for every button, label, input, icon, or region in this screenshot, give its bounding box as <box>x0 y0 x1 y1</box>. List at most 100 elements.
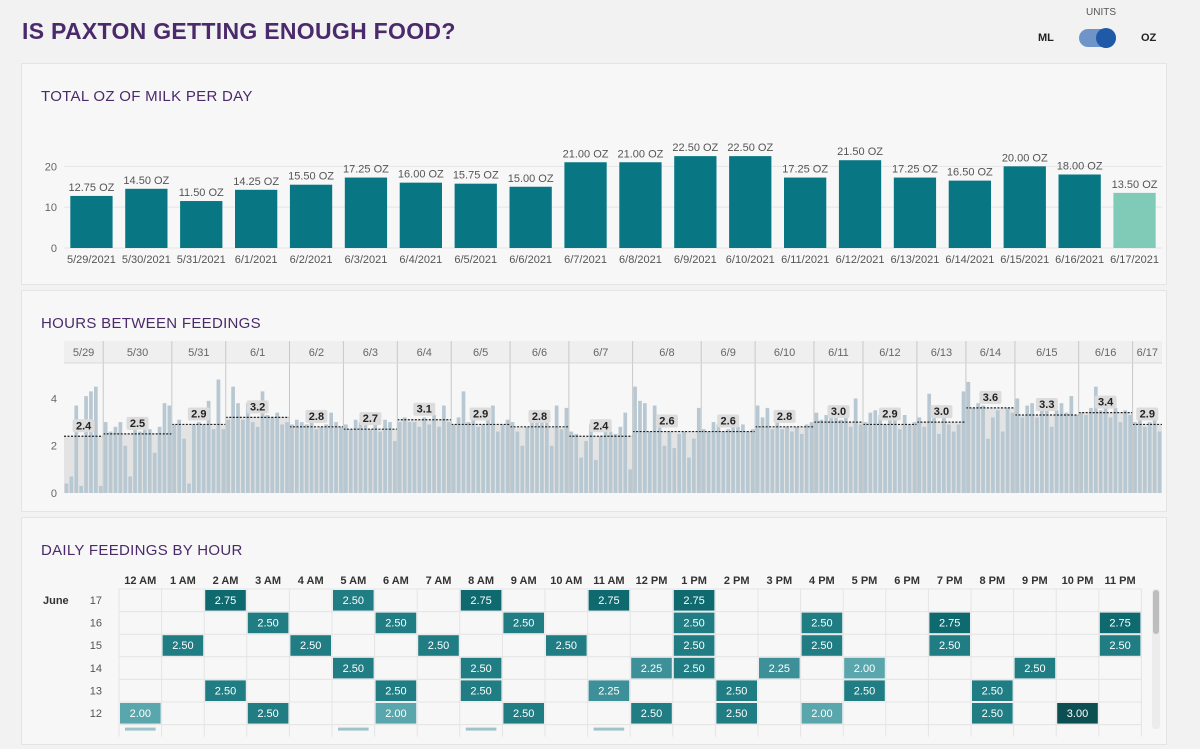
bar-6/11/2021 <box>784 177 827 248</box>
day-average-label: 3.1 <box>417 404 432 416</box>
feeding-gap-bar <box>829 407 833 493</box>
units-label: UNITS <box>1086 7 1116 18</box>
heatmap-cell <box>205 680 246 701</box>
feeding-gap-bar <box>1089 407 1093 493</box>
bar-6/3/2021 <box>344 177 388 248</box>
bar-6/13/2021 <box>893 177 937 248</box>
feeding-gap-bar <box>515 431 520 493</box>
feeding-gap-bar <box>94 386 98 493</box>
feeding-gap-bar <box>736 426 740 493</box>
feeding-gap-bar <box>917 417 922 493</box>
page-title: IS PAXTON GETTING ENOUGH FOOD? <box>22 18 456 44</box>
feeding-gap-bar <box>868 412 873 493</box>
feeding-gap-bar <box>682 431 686 493</box>
bar-value-label: 21.00 OZ <box>618 148 664 160</box>
feeding-gap-bar <box>1059 403 1064 493</box>
day-header-label: 6/7 <box>593 347 608 359</box>
day-header-label: 6/2 <box>309 347 324 359</box>
average-label-bg <box>187 407 210 421</box>
heatmap-cell <box>716 680 757 701</box>
x-tick-label: 6/12/2021 <box>836 254 885 266</box>
hour-header-label: 7 PM <box>937 575 963 587</box>
heatmap-cell-value: 2.25 <box>641 663 662 675</box>
feeding-gap-bar <box>549 445 554 493</box>
bar-6/16/2021 <box>1058 174 1101 248</box>
heatmap-cell-value: 2.50 <box>470 685 491 697</box>
feeding-gap-bar <box>721 431 726 493</box>
heatmap-partial-cell <box>465 727 497 731</box>
bar-6/17/2021 <box>1113 192 1156 248</box>
bar-value-label: 18.00 OZ <box>1057 161 1103 173</box>
daily-feedings-chart: 12 AM 1 AM 2 AM 3 AM 4 AM 5 AM 6 AM 7 AM 8 AM 9 A… <box>43 575 1160 737</box>
feeding-gap-bar <box>569 431 574 493</box>
feeding-gap-bar <box>245 403 250 493</box>
feeding-gap-bar <box>192 424 196 493</box>
feeding-gap-bar <box>231 386 235 493</box>
hour-header-label: 10 AM <box>550 575 582 587</box>
units-toggle-knob[interactable] <box>1096 28 1116 48</box>
hour-header-label: 2 AM <box>213 575 239 587</box>
feeding-gap-bar <box>613 433 618 493</box>
feeding-gap-bar <box>1020 417 1025 493</box>
feeding-gap-bar <box>785 426 789 493</box>
feeding-gap-bar <box>407 422 412 493</box>
total-oz-title: TOTAL OZ OF MILK PER DAY <box>41 88 253 105</box>
month-label: June <box>43 595 69 607</box>
feeding-gap-bar <box>858 424 863 493</box>
hour-header-label: 7 AM <box>426 575 452 587</box>
average-label-bg <box>979 390 1002 404</box>
heatmap-cell-value: 2.75 <box>939 618 960 630</box>
day-header-label: 6/3 <box>363 347 378 359</box>
feeding-gap-bar <box>1108 417 1113 493</box>
feeding-gap-bar <box>510 422 515 493</box>
feeding-gap-bar <box>937 433 941 493</box>
feeding-gap-bar <box>927 393 932 493</box>
x-tick-label: 6/5/2021 <box>454 254 497 266</box>
feeding-gap-bar <box>226 419 231 493</box>
heatmap-cell-value: 2.50 <box>513 708 534 720</box>
heatmap-cell <box>205 590 246 611</box>
feeding-gap-bar <box>667 431 672 493</box>
feeding-gap-bar <box>353 419 358 493</box>
average-label-bg <box>72 419 95 433</box>
day-header-label: 5/31 <box>188 347 209 359</box>
heatmap-cell <box>929 635 970 656</box>
heatmap-cell <box>801 635 843 656</box>
heatmap-cell-value: 3.00 <box>1067 708 1088 720</box>
heatmap-cell <box>375 703 417 724</box>
feeding-gap-bar <box>687 457 691 493</box>
feeding-gap-bar <box>309 419 314 493</box>
feeding-gap-bar <box>726 429 731 493</box>
bar-value-label: 12.75 OZ <box>69 182 115 194</box>
average-label-bg <box>1136 407 1159 421</box>
feeding-gap-bar <box>647 431 652 493</box>
feeding-gap-bar <box>584 441 588 493</box>
feeding-gap-bar <box>128 476 133 493</box>
feeding-gap-bar <box>907 424 912 493</box>
day-average-area <box>103 433 172 493</box>
units-toggle[interactable] <box>1079 28 1116 48</box>
feeding-gap-bar <box>1142 426 1147 493</box>
heatmap-cell-value: 2.50 <box>1024 663 1045 675</box>
feeding-gap-bar <box>814 412 819 493</box>
heatmap-cell <box>503 703 544 724</box>
scrollbar-thumb[interactable] <box>1153 590 1159 634</box>
feeding-gap-bar <box>157 426 162 493</box>
feeding-gap-bar <box>770 429 775 493</box>
feeding-gap-bar <box>579 457 583 493</box>
feeding-gap-bar <box>643 403 647 493</box>
bar-value-label: 14.50 OZ <box>123 175 169 187</box>
heatmap-cell <box>631 657 672 679</box>
feeding-gap-bar <box>745 431 750 493</box>
feeding-gap-bar <box>397 422 402 493</box>
heatmap-partial-cell <box>593 727 625 731</box>
hour-header-label: 12 AM <box>124 575 156 587</box>
day-average-area <box>632 431 702 493</box>
heatmap-cell-value: 2.00 <box>854 663 875 675</box>
unit-oz-label: OZ <box>1141 32 1157 44</box>
day-row-label: 17 <box>90 595 102 607</box>
hour-header-label: 10 PM <box>1062 575 1094 587</box>
bar-value-label: 21.50 OZ <box>837 146 883 158</box>
hour-header-label: 3 PM <box>766 575 792 587</box>
heatmap-cell-value: 2.50 <box>257 618 278 630</box>
